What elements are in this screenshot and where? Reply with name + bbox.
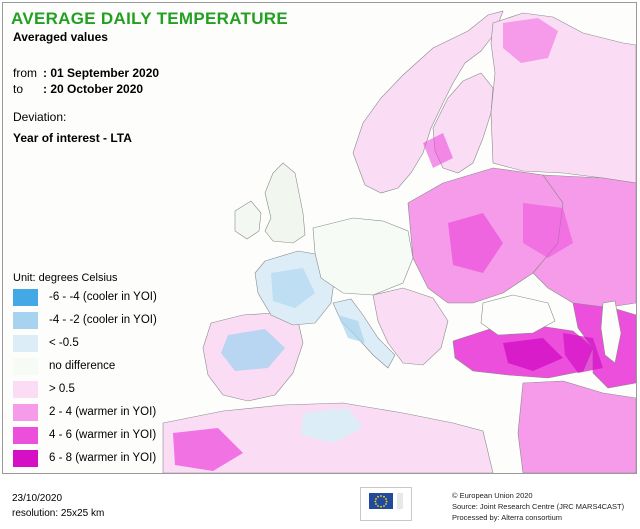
deviation-label: Deviation: <box>13 110 67 124</box>
legend-label: 6 - 8 (warmer in YOI) <box>49 452 157 464</box>
central-europe-region <box>312 217 414 296</box>
legend-item-less-than-minus-0-5: < -0.5 <box>13 335 188 354</box>
eu-flag-icon <box>369 493 393 509</box>
europe-temperature-map <box>162 10 636 473</box>
legend-unit: Unit: degrees Celsius <box>13 272 118 284</box>
great-britain-region <box>264 162 306 244</box>
ireland-region <box>234 200 262 240</box>
legend-label: no difference <box>49 360 116 372</box>
period-to: to : 20 October 2020 <box>13 82 143 96</box>
balkans-region <box>372 287 449 366</box>
map-title: AVERAGE DAILY TEMPERATURE <box>11 9 289 28</box>
map-subtitle: Averaged values <box>13 30 108 44</box>
legend-item-warmer-4-6: 4 - 6 (warmer in YOI) <box>13 427 188 446</box>
legend-swatch <box>13 450 38 467</box>
caspian-sea <box>600 300 622 364</box>
period-from-label: from <box>13 66 37 80</box>
deviation-value: Year of interest - LTA <box>13 131 132 145</box>
warm-anomaly-patches <box>173 18 603 471</box>
legend-item-cooler-6-4: -6 - -4 (cooler in YOI) <box>13 289 188 308</box>
credits: © European Union 2020 Source: Joint Rese… <box>452 490 624 523</box>
legend-item-warmer-2-4: 2 - 4 (warmer in YOI) <box>13 404 188 423</box>
legend-item-no-difference: no difference <box>13 358 188 377</box>
legend-label: > 0.5 <box>49 383 75 395</box>
legend-label: -6 - -4 (cooler in YOI) <box>49 291 157 303</box>
period-from: from : 01 September 2020 <box>13 66 159 80</box>
legend-label: 2 - 4 (warmer in YOI) <box>49 406 157 418</box>
middle-east-region <box>517 380 636 473</box>
scandinavia-region <box>352 10 504 194</box>
legend-label: -4 - -2 (cooler in YOI) <box>49 314 157 326</box>
legend-swatch <box>13 312 38 329</box>
legend-label: < -0.5 <box>49 337 79 349</box>
period-to-value: : 20 October 2020 <box>43 82 144 96</box>
credit-copyright: © European Union 2020 <box>452 491 533 500</box>
credit-processor: Processed by: Alterra consortium <box>452 513 563 522</box>
cool-anomaly-patches <box>221 268 365 443</box>
footer-date: 23/10/2020 <box>12 493 63 504</box>
map-frame: AVERAGE DAILY TEMPERATURE Averaged value… <box>2 2 637 474</box>
legend-swatch <box>13 404 38 421</box>
legend-swatch <box>13 335 38 352</box>
legend-swatch <box>13 358 38 375</box>
legend-item-greater-than-0-5: > 0.5 <box>13 381 188 400</box>
footer-resolution: resolution: 25x25 km <box>12 508 105 519</box>
legend-item-cooler-4-2: -4 - -2 (cooler in YOI) <box>13 312 188 331</box>
legend-swatch <box>13 381 38 398</box>
legend-label: 4 - 6 (warmer in YOI) <box>49 429 157 441</box>
logo-divider <box>397 493 403 509</box>
credit-source: Source: Joint Research Centre (JRC MARS4… <box>452 502 625 511</box>
eu-logo <box>360 487 412 521</box>
black-sea <box>480 294 556 336</box>
legend-swatch <box>13 289 38 306</box>
period-to-label: to <box>13 82 24 96</box>
legend-swatch <box>13 427 38 444</box>
period-from-value: : 01 September 2020 <box>43 66 160 80</box>
legend-item-warmer-6-8: 6 - 8 (warmer in YOI) <box>13 450 188 469</box>
